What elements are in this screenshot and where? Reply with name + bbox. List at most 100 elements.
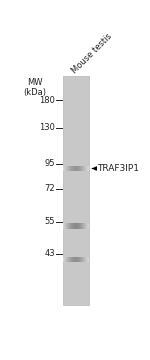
Bar [73,166,74,171]
Bar [64,223,65,229]
Bar [81,223,82,229]
Bar [85,257,86,262]
Bar [77,257,78,262]
Bar [77,166,78,171]
Bar [84,223,85,229]
Bar [82,166,83,171]
Bar [78,223,79,229]
Bar [85,166,86,171]
Bar [83,166,84,171]
Bar [77,223,78,229]
Bar [71,223,72,229]
Text: 55: 55 [44,217,55,226]
Bar [68,223,69,229]
Bar [66,223,67,229]
Bar [68,257,69,262]
Bar [82,257,83,262]
Bar [63,257,64,262]
Bar [72,257,73,262]
Bar [72,166,73,171]
Bar [79,223,80,229]
Bar [76,166,77,171]
Bar [86,223,87,229]
Bar [87,257,88,262]
Bar [63,76,88,305]
Bar [64,257,65,262]
Bar [80,166,81,171]
Bar [83,223,84,229]
Bar [79,257,80,262]
Bar [66,257,67,262]
Bar [68,166,69,171]
Bar [81,257,82,262]
Bar [74,257,75,262]
Bar [87,166,88,171]
Bar [76,223,77,229]
Bar [72,166,73,171]
Bar [87,223,88,229]
Bar [69,223,70,229]
Bar [72,223,73,229]
Bar [74,223,75,229]
Bar [86,257,87,262]
Bar [88,223,89,229]
Bar [65,166,66,171]
Bar [81,166,82,171]
Bar [83,166,84,171]
Bar [72,257,73,262]
Bar [65,223,66,229]
Bar [88,166,89,171]
Bar [83,257,84,262]
Text: 180: 180 [39,95,55,104]
Bar [70,257,71,262]
Bar [64,166,65,171]
Bar [67,166,68,171]
Bar [88,257,89,262]
Bar [73,257,74,262]
Bar [83,223,84,229]
Text: Mouse testis: Mouse testis [70,31,114,75]
Bar [82,223,83,229]
Bar [67,257,68,262]
Bar [81,257,82,262]
Text: 43: 43 [44,249,55,258]
Bar [63,166,64,171]
Bar [75,166,76,171]
Bar [74,223,75,229]
Bar [78,257,79,262]
Bar [69,166,70,171]
Bar [85,223,86,229]
Bar [70,166,71,171]
Bar [81,223,82,229]
Bar [81,166,82,171]
Bar [78,166,79,171]
Text: 72: 72 [44,184,55,193]
Bar [70,223,71,229]
Bar [67,223,68,229]
Bar [84,257,85,262]
Bar [72,223,73,229]
Bar [67,257,68,262]
Bar [65,257,66,262]
Bar [67,166,68,171]
Bar [75,223,76,229]
Text: TRAF3IP1: TRAF3IP1 [97,164,139,173]
Text: 95: 95 [44,159,55,168]
Bar [73,223,74,229]
Bar [71,257,72,262]
Bar [76,257,77,262]
Bar [80,223,81,229]
Text: 130: 130 [39,123,55,132]
Bar [69,257,70,262]
Bar [71,166,72,171]
Bar [80,257,81,262]
Bar [63,223,64,229]
Bar [86,166,87,171]
Bar [74,166,75,171]
Bar [83,257,84,262]
Bar [79,166,80,171]
Text: MW
(kDa): MW (kDa) [24,78,46,97]
Bar [75,257,76,262]
Bar [74,166,75,171]
Bar [67,223,68,229]
